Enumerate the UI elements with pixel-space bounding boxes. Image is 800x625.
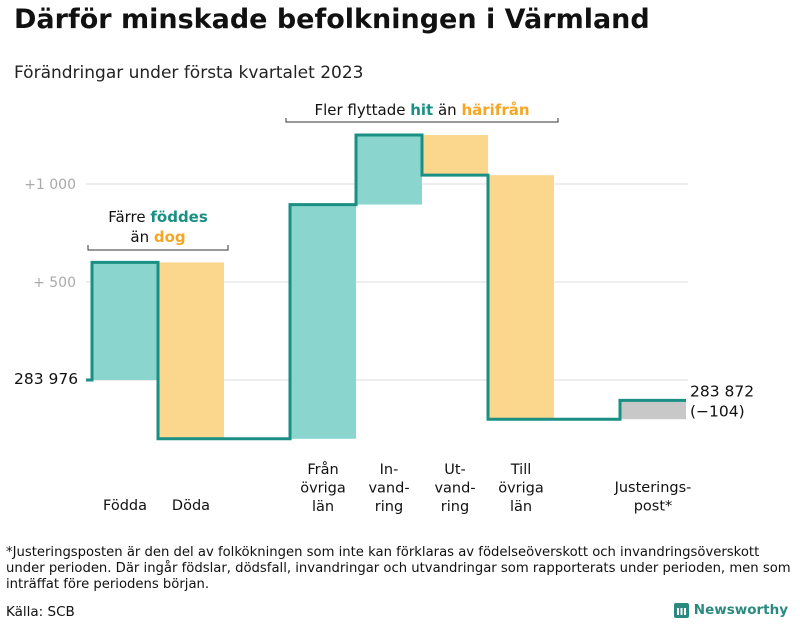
- source-label: Källa: SCB: [6, 604, 75, 620]
- category-label: övriga: [498, 481, 544, 497]
- category-label: Ut-: [444, 462, 466, 478]
- annotation-births-deaths-line2-part: dog: [154, 228, 186, 246]
- bar-2: [290, 204, 356, 439]
- category-label: Från: [307, 461, 338, 478]
- annotation-births-deaths-line1-part: Färre: [108, 208, 150, 226]
- end-change-label: (−104): [690, 402, 745, 420]
- brand-logo: Newsworthy: [673, 602, 788, 618]
- chart-subtitle: Förändringar under första kvartalet 2023: [14, 63, 364, 83]
- chart-title: Därför minskade befolkningen i Värmland: [14, 4, 650, 35]
- start-value-label: 283 976: [14, 370, 78, 388]
- newsworthy-logo-icon: [673, 602, 689, 618]
- annotation-migration-part: Fler flyttade: [314, 101, 410, 119]
- end-value-label: 283 872: [690, 382, 754, 400]
- annotation-bracket-migration: [285, 118, 559, 123]
- bar-3: [356, 135, 422, 205]
- annotation-births-deaths-line2-part: än: [130, 228, 153, 246]
- y-tick-label: +1 000: [24, 177, 76, 193]
- bar-4: [422, 135, 488, 176]
- annotation-births-deaths-line1-part: föddes: [150, 208, 207, 226]
- category-label: vand-: [434, 481, 475, 497]
- annotation-migration-part: hit: [410, 101, 433, 119]
- brand-name: Newsworthy: [693, 602, 788, 618]
- bar-0: [92, 262, 158, 380]
- y-tick-label: + 500: [33, 275, 76, 291]
- annotation-births-deaths-line2: än dog: [130, 228, 185, 246]
- category-label: ring: [375, 499, 403, 515]
- category-label: In-: [380, 462, 399, 478]
- annotation-births-deaths-line1: Färre föddes: [108, 208, 208, 226]
- category-label: Till: [510, 462, 532, 478]
- category-label: Födda: [103, 498, 147, 514]
- category-label: län: [312, 499, 334, 515]
- category-label: post*: [634, 499, 673, 515]
- category-label: vand-: [368, 481, 409, 497]
- footnote: *Justeringsposten är den del av folkökni…: [6, 545, 791, 592]
- annotation-migration-part: än: [433, 101, 461, 119]
- running-total-line: [86, 133, 686, 441]
- category-label: län: [510, 499, 532, 515]
- category-label: ring: [441, 499, 469, 515]
- annotation-migration: Fler flyttade hit än härifrån: [314, 101, 529, 119]
- bar-6: [620, 400, 686, 420]
- category-label: Justerings-: [614, 480, 692, 496]
- waterfall-chart: +1 000 + 500 283 976 283 872 (−104) Födda Döda…: [14, 101, 754, 515]
- annotation-migration-part: härifrån: [461, 101, 529, 119]
- bar-5: [488, 175, 554, 420]
- category-label: övriga: [300, 481, 346, 497]
- annotation-bracket-births-deaths: [87, 245, 229, 251]
- category-label: Döda: [172, 498, 210, 514]
- bar-1: [158, 262, 224, 439]
